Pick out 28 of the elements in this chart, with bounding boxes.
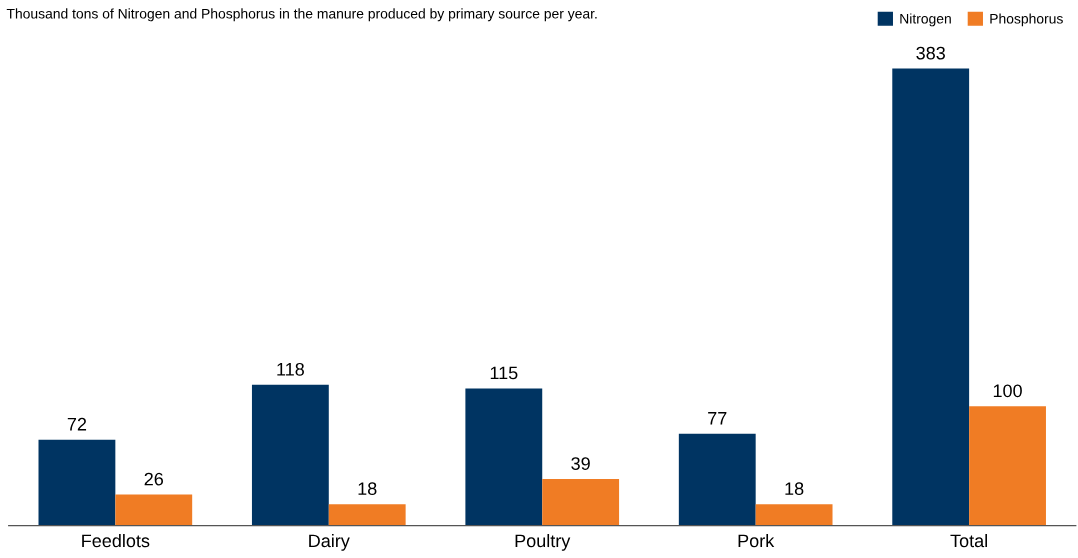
data-label: 383 [916, 46, 945, 60]
bar [115, 494, 193, 526]
x-tick-label: Total [950, 533, 987, 548]
bar [465, 388, 543, 526]
x-tick-label: Poultry [515, 533, 571, 551]
bar [892, 68, 970, 526]
chart-title: Thousand tons of Nitrogen and Phosphorus in the manure produced by primary source per year. [6, 8, 597, 22]
data-label: 115 [490, 366, 518, 380]
bar [542, 479, 620, 526]
data-label: 72 [67, 417, 87, 431]
bar [251, 384, 329, 526]
data-label: 18 [785, 482, 804, 496]
data-label: 77 [708, 412, 727, 425]
bar [38, 439, 116, 526]
data-label: 118 [277, 362, 304, 376]
bar [328, 504, 406, 526]
legend-label: Phosphorus [990, 13, 1063, 27]
data-label: 18 [358, 482, 377, 496]
x-tick-label: Dairy [309, 533, 350, 551]
bar [678, 433, 756, 526]
x-tick-label: Pork [738, 533, 775, 548]
bar [755, 504, 833, 526]
bar [969, 406, 1046, 526]
data-label: 100 [993, 384, 1022, 398]
legend-label: Nitrogen [900, 13, 951, 27]
data-label: 39 [571, 457, 590, 470]
x-tick-label: Feedlots [82, 533, 150, 548]
data-label: 26 [144, 472, 164, 486]
